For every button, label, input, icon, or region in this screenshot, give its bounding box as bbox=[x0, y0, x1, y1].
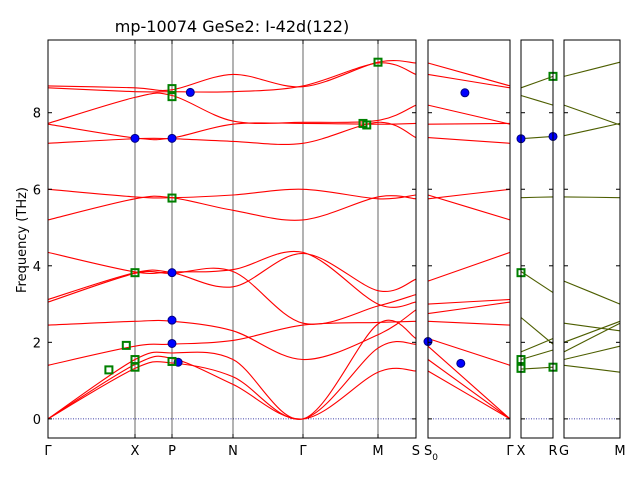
band-3 bbox=[563, 322, 621, 353]
band-13 bbox=[47, 92, 417, 125]
degeneracy-marker-blue bbox=[185, 87, 195, 97]
band-9 bbox=[47, 195, 417, 221]
panel-1: Γ X P N Γ M S 0 2 4 6 8 bbox=[33, 39, 420, 459]
x-tick-label: S bbox=[412, 444, 420, 459]
band-8 bbox=[563, 122, 621, 137]
band-7 bbox=[563, 196, 621, 199]
band-15 bbox=[47, 60, 417, 92]
degeneracy-marker-green bbox=[121, 340, 131, 350]
y-axis-label: Frequency (THz) bbox=[15, 187, 30, 293]
band-6 bbox=[520, 196, 554, 199]
band-1 bbox=[563, 364, 621, 373]
band-10 bbox=[47, 188, 417, 200]
chart-title: mp-10074 GeSe2: I-42d(122) bbox=[115, 17, 349, 36]
degeneracy-marker-blue bbox=[167, 133, 177, 143]
degeneracy-marker-blue bbox=[167, 338, 177, 348]
band-4 bbox=[427, 337, 511, 366]
band-2 bbox=[520, 349, 554, 361]
y-tick-label: 6 bbox=[33, 183, 41, 198]
band-2 bbox=[427, 359, 511, 420]
band-13 bbox=[427, 104, 511, 125]
degeneracy-marker-green bbox=[373, 57, 383, 67]
x-tick-label: X bbox=[131, 444, 140, 459]
band-1 bbox=[427, 370, 511, 420]
degeneracy-marker-blue bbox=[167, 315, 177, 325]
band-10 bbox=[563, 61, 621, 77]
x-tick-label: P bbox=[168, 444, 176, 459]
degeneracy-marker-green bbox=[130, 362, 140, 372]
band-8 bbox=[47, 250, 417, 308]
band-3 bbox=[47, 319, 417, 420]
degeneracy-marker-blue bbox=[460, 88, 470, 98]
band-14 bbox=[427, 73, 511, 89]
band-3 bbox=[427, 345, 511, 420]
y-tick-label: 0 bbox=[33, 413, 41, 428]
x-tick-label: Γ bbox=[44, 444, 52, 459]
band-1 bbox=[520, 366, 554, 370]
panel-frame bbox=[563, 39, 621, 439]
band-2 bbox=[563, 345, 621, 361]
band-4 bbox=[520, 317, 554, 345]
band-9 bbox=[520, 75, 554, 89]
panel-frame bbox=[427, 39, 511, 439]
degeneracy-marker-green bbox=[167, 92, 177, 102]
band-6 bbox=[563, 280, 621, 305]
band-10 bbox=[427, 188, 511, 200]
band-9 bbox=[563, 104, 621, 126]
degeneracy-marker-blue bbox=[130, 133, 140, 143]
band-5 bbox=[427, 320, 511, 326]
degeneracy-marker-blue bbox=[456, 358, 466, 368]
degeneracy-marker-green bbox=[167, 356, 177, 366]
x-tick-label: R bbox=[548, 444, 557, 459]
degeneracy-marker-green bbox=[362, 120, 372, 130]
panel-frame bbox=[520, 39, 554, 439]
y-tick-label: 4 bbox=[33, 260, 41, 275]
x-tick-label: M bbox=[372, 444, 383, 459]
degeneracy-marker-green bbox=[130, 268, 140, 278]
x-tick-label: Γ bbox=[506, 444, 514, 459]
band-7 bbox=[427, 298, 511, 305]
band-6 bbox=[47, 267, 417, 325]
band-9 bbox=[427, 194, 511, 221]
band-3 bbox=[520, 337, 554, 353]
x-tick-label: G bbox=[559, 444, 569, 459]
degeneracy-marker-blue bbox=[167, 268, 177, 278]
x-tick-label: X bbox=[517, 444, 526, 459]
x-tick-label: N bbox=[228, 444, 238, 459]
band-5 bbox=[47, 309, 417, 361]
band-12 bbox=[427, 122, 511, 125]
band-7 bbox=[520, 135, 554, 140]
x-tick-label: M bbox=[614, 444, 625, 459]
x-tick-label: S0 bbox=[424, 444, 438, 463]
band-7 bbox=[47, 252, 417, 301]
band-5 bbox=[520, 271, 554, 294]
band-4 bbox=[47, 320, 417, 366]
degeneracy-marker-green bbox=[104, 365, 114, 375]
y-tick-label: 2 bbox=[33, 336, 41, 351]
band-15 bbox=[427, 62, 511, 87]
band-4 bbox=[563, 320, 621, 343]
band-5 bbox=[563, 322, 621, 332]
panel-2: S0 Γ bbox=[423, 39, 514, 463]
band-6 bbox=[427, 301, 511, 315]
x-tick-label: Γ bbox=[299, 444, 307, 459]
degeneracy-marker-green bbox=[167, 84, 177, 94]
band-11 bbox=[427, 137, 511, 144]
band-8 bbox=[427, 251, 511, 282]
band-8 bbox=[520, 94, 554, 106]
band-14 bbox=[47, 62, 417, 93]
y-tick-label: 8 bbox=[33, 107, 41, 122]
panel-frame bbox=[47, 39, 417, 439]
degeneracy-marker-green bbox=[167, 193, 177, 203]
